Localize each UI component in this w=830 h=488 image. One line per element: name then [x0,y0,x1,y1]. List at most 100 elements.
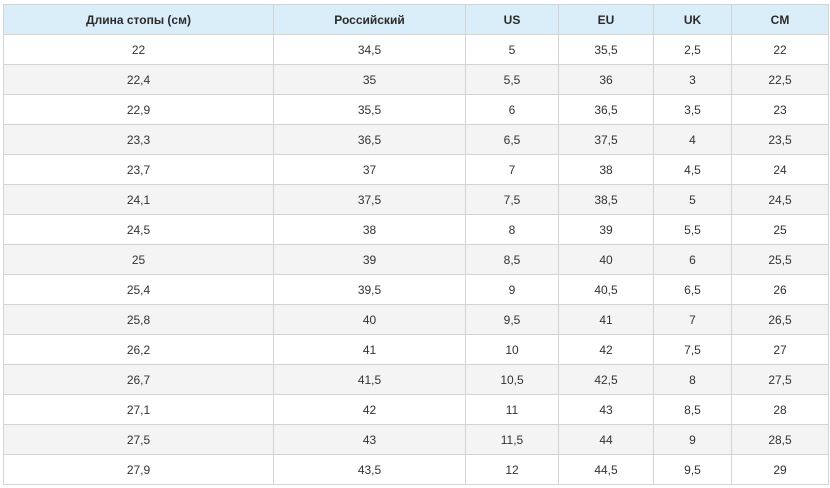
cell-cm: 28,5 [731,424,829,455]
cell-uk: 8,5 [653,394,732,425]
column-header-us: US [465,4,559,35]
cell-us: 12 [465,454,559,485]
cell-russian: 41 [273,334,466,365]
cell-eu: 44,5 [558,454,654,485]
cell-russian: 39,5 [273,274,466,305]
cell-foot-length: 24,1 [3,184,274,215]
cell-russian: 43 [273,424,466,455]
table-row: 24,5 38 8 39 5,5 25 [3,214,829,245]
cell-us: 10 [465,334,559,365]
cell-russian: 35,5 [273,94,466,125]
cell-russian: 38 [273,214,466,245]
cell-cm: 24 [731,154,829,185]
table-row: 25,8 40 9,5 41 7 26,5 [3,304,829,335]
cell-eu: 38 [558,154,654,185]
column-header-foot-length: Длина стопы (см) [3,4,274,35]
column-header-eu: EU [558,4,654,35]
cell-russian: 43,5 [273,454,466,485]
cell-foot-length: 25 [3,244,274,275]
cell-eu: 36 [558,64,654,95]
cell-us: 7 [465,154,559,185]
table-row: 27,5 43 11,5 44 9 28,5 [3,424,829,455]
cell-cm: 27,5 [731,364,829,395]
cell-cm: 29 [731,454,829,485]
cell-uk: 3 [653,64,732,95]
cell-cm: 25,5 [731,244,829,275]
cell-russian: 40 [273,304,466,335]
cell-foot-length: 27,9 [3,454,274,485]
cell-foot-length: 27,1 [3,394,274,425]
cell-eu: 42,5 [558,364,654,395]
table-row: 24,1 37,5 7,5 38,5 5 24,5 [3,184,829,215]
table-row: 23,3 36,5 6,5 37,5 4 23,5 [3,124,829,155]
cell-eu: 44 [558,424,654,455]
cell-foot-length: 24,5 [3,214,274,245]
cell-cm: 23,5 [731,124,829,155]
cell-eu: 41 [558,304,654,335]
cell-uk: 4,5 [653,154,732,185]
table-row: 22,4 35 5,5 36 3 22,5 [3,64,829,95]
column-header-uk: UK [653,4,732,35]
cell-foot-length: 26,2 [3,334,274,365]
cell-cm: 22 [731,34,829,65]
cell-foot-length: 26,7 [3,364,274,395]
cell-uk: 5 [653,184,732,215]
cell-eu: 37,5 [558,124,654,155]
cell-foot-length: 22,9 [3,94,274,125]
cell-eu: 35,5 [558,34,654,65]
size-chart-table: Длина стопы (см) Российский US EU UK CM 22 34,… [3,4,829,485]
cell-us: 9 [465,274,559,305]
column-header-cm: CM [731,4,829,35]
cell-uk: 4 [653,124,732,155]
cell-uk: 6 [653,244,732,275]
cell-us: 9,5 [465,304,559,335]
cell-us: 8,5 [465,244,559,275]
cell-russian: 37,5 [273,184,466,215]
cell-uk: 9,5 [653,454,732,485]
cell-russian: 41,5 [273,364,466,395]
cell-us: 7,5 [465,184,559,215]
table-header: Длина стопы (см) Российский US EU UK CM [3,4,829,35]
cell-eu: 39 [558,214,654,245]
column-header-russian: Российский [273,4,466,35]
cell-us: 5 [465,34,559,65]
cell-us: 6 [465,94,559,125]
cell-foot-length: 22 [3,34,274,65]
cell-uk: 2,5 [653,34,732,65]
cell-cm: 28 [731,394,829,425]
cell-us: 11,5 [465,424,559,455]
table-row: 26,7 41,5 10,5 42,5 8 27,5 [3,364,829,395]
table-row: 25,4 39,5 9 40,5 6,5 26 [3,274,829,305]
cell-uk: 6,5 [653,274,732,305]
cell-us: 11 [465,394,559,425]
cell-foot-length: 25,8 [3,304,274,335]
cell-eu: 40,5 [558,274,654,305]
cell-russian: 37 [273,154,466,185]
cell-cm: 25 [731,214,829,245]
cell-us: 8 [465,214,559,245]
cell-foot-length: 22,4 [3,64,274,95]
cell-russian: 35 [273,64,466,95]
cell-russian: 36,5 [273,124,466,155]
cell-foot-length: 23,3 [3,124,274,155]
cell-cm: 26,5 [731,304,829,335]
cell-cm: 22,5 [731,64,829,95]
cell-russian: 39 [273,244,466,275]
cell-uk: 7 [653,304,732,335]
table-row: 22 34,5 5 35,5 2,5 22 [3,34,829,65]
cell-uk: 7,5 [653,334,732,365]
cell-uk: 3,5 [653,94,732,125]
cell-cm: 24,5 [731,184,829,215]
cell-us: 6,5 [465,124,559,155]
cell-uk: 9 [653,424,732,455]
table-body: 22 34,5 5 35,5 2,5 22 22,4 35 5,5 36 3 22,5 22,9 35,5… [3,34,829,485]
cell-uk: 8 [653,364,732,395]
cell-eu: 42 [558,334,654,365]
table-row: 22,9 35,5 6 36,5 3,5 23 [3,94,829,125]
cell-foot-length: 23,7 [3,154,274,185]
cell-us: 5,5 [465,64,559,95]
cell-cm: 26 [731,274,829,305]
cell-eu: 40 [558,244,654,275]
cell-cm: 23 [731,94,829,125]
table-row: 27,9 43,5 12 44,5 9,5 29 [3,454,829,485]
